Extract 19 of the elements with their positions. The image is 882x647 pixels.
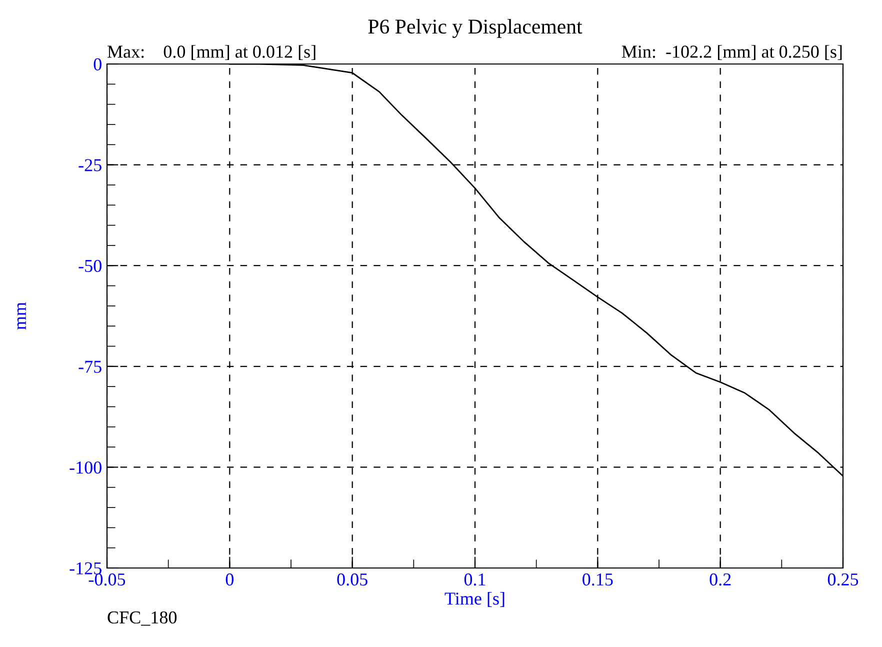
x-tick-label: -0.05 [88, 573, 126, 586]
x-tick-label: 0.25 [828, 573, 858, 586]
text: CFC_180 [108, 611, 177, 626]
y-tick-label: -125 [70, 562, 102, 574]
text: Min: -102.2 [mm] at 0.250 [s] [622, 45, 842, 60]
y-tick-label: 0 [94, 58, 102, 70]
y-tick-label: -50 [78, 260, 102, 272]
y-tick-label: -25 [78, 159, 102, 172]
y-axis-title: mm [17, 302, 26, 330]
x-tick-label: 0.05 [337, 573, 368, 586]
x-tick-label: 0.15 [582, 573, 613, 586]
y-tick-label: -75 [78, 360, 102, 373]
x-tick-label: 0.2 [710, 573, 731, 586]
x-tick-label: 0 [226, 573, 234, 586]
chart-title: P6 Pelvic y Displacement [368, 18, 582, 38]
x-axis-title: Time [s] [444, 592, 504, 607]
x-tick-label: 0.1 [464, 573, 486, 586]
y-tick-label: -100 [70, 461, 102, 474]
text: Max: 0.0 [mm] at 0.012 [s] [108, 45, 316, 60]
